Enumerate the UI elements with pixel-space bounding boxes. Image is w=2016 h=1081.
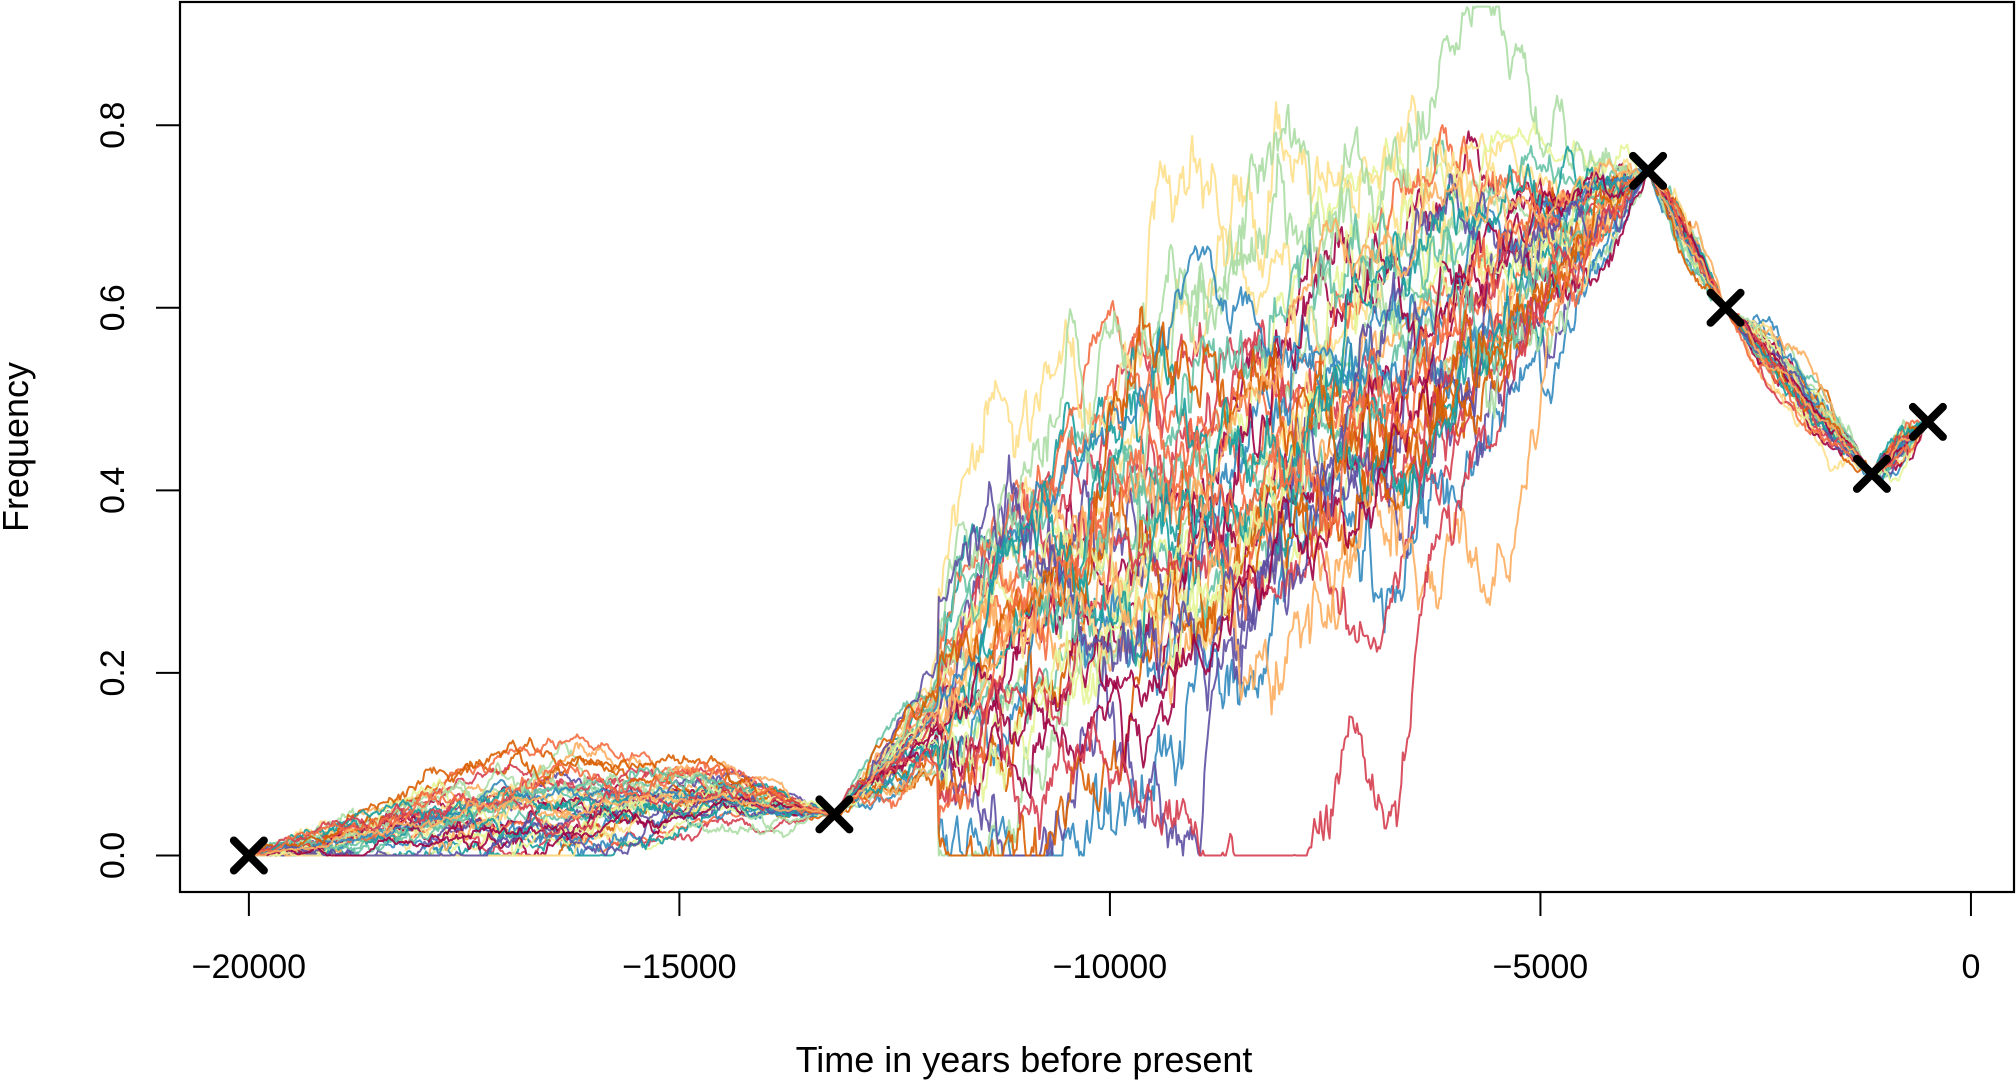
x-tick-label: −5000 [1493, 948, 1589, 986]
observation-marker [1852, 454, 1891, 493]
x-tick-label: 0 [1961, 948, 1980, 986]
x-tick-label: −10000 [1053, 948, 1167, 986]
y-tick-label: 0.2 [94, 649, 132, 696]
y-axis: 0.0 0.2 0.4 0.6 0.8 [94, 102, 181, 879]
x-axis-title: Time in years before present [796, 1039, 1253, 1080]
plot-frame [178, 0, 2016, 894]
y-axis-title: Frequency [0, 362, 36, 532]
trajectory-lines [248, 5, 1929, 857]
y-tick-label: 0.4 [94, 467, 132, 514]
x-tick-label: −20000 [192, 948, 306, 986]
y-tick-label: 0.0 [94, 832, 132, 879]
y-tick-label: 0.8 [94, 102, 132, 149]
y-tick-label: 0.6 [94, 284, 132, 331]
trajectory-line [248, 170, 1929, 857]
observation-marker [1629, 151, 1668, 190]
observation-markers [229, 151, 1947, 875]
observation-marker [1908, 402, 1947, 441]
observation-marker [815, 795, 854, 834]
observation-marker [1706, 288, 1745, 327]
x-axis: −20000 −15000 −10000 −5000 0 [192, 891, 1980, 986]
observation-marker [229, 836, 268, 875]
x-tick-label: −15000 [622, 948, 736, 986]
